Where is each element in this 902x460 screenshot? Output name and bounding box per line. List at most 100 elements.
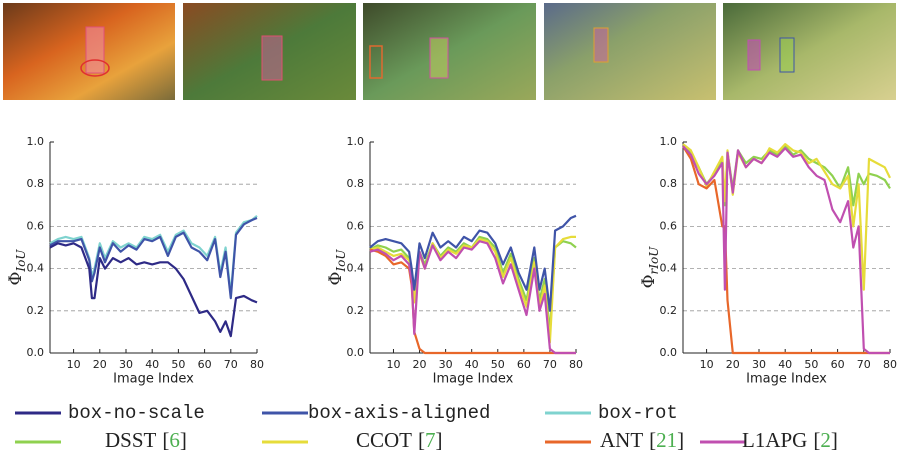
y-tick-label: 0.6 bbox=[347, 219, 365, 232]
tracked-box bbox=[593, 27, 609, 63]
x-tick-label: 60 bbox=[831, 358, 845, 371]
x-tick-label: 40 bbox=[145, 358, 159, 371]
x-tick-label: 70 bbox=[543, 358, 557, 371]
y-tick-label: 0.0 bbox=[660, 346, 678, 359]
tracked-box bbox=[261, 35, 283, 81]
x-tick-label: 70 bbox=[224, 358, 238, 371]
x-tick-label: 40 bbox=[465, 358, 479, 371]
x-tick-label: 10 bbox=[700, 358, 714, 371]
x-tick-label: 30 bbox=[752, 358, 766, 371]
x-tick-label: 20 bbox=[93, 358, 107, 371]
legend-label: ANT [21] bbox=[600, 428, 684, 452]
x-tick-label: 50 bbox=[171, 358, 185, 371]
y-tick-label: 0.8 bbox=[27, 177, 45, 190]
legend-name: box-rot bbox=[598, 402, 678, 424]
series-line bbox=[682, 143, 891, 291]
y-axis-label: ΦIoU bbox=[6, 249, 28, 286]
series-line bbox=[369, 235, 577, 333]
y-axis-subscript: rIoU bbox=[647, 246, 661, 275]
photo bbox=[363, 3, 536, 100]
x-axis-label: Image Index bbox=[113, 372, 194, 387]
x-tick-label: 60 bbox=[198, 358, 212, 371]
x-tick-label: 70 bbox=[857, 358, 871, 371]
legend-cite-open: [ bbox=[418, 428, 425, 452]
series-line bbox=[369, 240, 576, 355]
y-axis-symbol: Φ bbox=[6, 272, 26, 286]
y-tick-label: 0.0 bbox=[347, 346, 365, 359]
y-tick-label: 0.8 bbox=[347, 177, 365, 190]
y-tick-label: 1.0 bbox=[27, 135, 45, 148]
legend-name: L1APG bbox=[742, 428, 807, 452]
y-axis-symbol: Φ bbox=[326, 272, 346, 286]
x-tick-label: 80 bbox=[250, 358, 264, 371]
legend-cite-close: ] bbox=[677, 428, 684, 452]
y-tick-label: 0.2 bbox=[347, 304, 365, 317]
legend-cite-close: ] bbox=[436, 428, 443, 452]
legend-name: box-axis-aligned bbox=[308, 402, 490, 424]
y-tick-label: 0.6 bbox=[27, 219, 45, 232]
series-line bbox=[682, 145, 890, 355]
x-axis-label: Image Index bbox=[746, 372, 827, 387]
legend-cite-close: ] bbox=[831, 428, 838, 452]
y-axis-label: ΦIoU bbox=[326, 249, 348, 286]
series-line bbox=[369, 214, 577, 312]
y-tick-label: 1.0 bbox=[660, 135, 678, 148]
y-tick-label: 0.4 bbox=[27, 262, 45, 275]
y-tick-label: 0.6 bbox=[660, 219, 678, 232]
x-tick-label: 10 bbox=[67, 358, 81, 371]
y-axis-symbol: Φ bbox=[639, 274, 659, 288]
photo bbox=[544, 3, 716, 100]
legend-name: CCOT bbox=[356, 428, 412, 452]
legend-cite-number: 6 bbox=[169, 428, 180, 452]
legend-cite-open: [ bbox=[162, 428, 169, 452]
x-tick-label: 20 bbox=[726, 358, 740, 371]
y-tick-label: 0.8 bbox=[660, 177, 678, 190]
x-tick-label: 30 bbox=[119, 358, 133, 371]
y-axis-label: ΦrIoU bbox=[639, 246, 661, 289]
x-tick-label: 50 bbox=[804, 358, 818, 371]
x-tick-label: 80 bbox=[883, 358, 897, 371]
x-tick-label: 80 bbox=[569, 358, 583, 371]
x-tick-label: 30 bbox=[439, 358, 453, 371]
y-tick-label: 0.2 bbox=[27, 304, 45, 317]
legend-label: box-no-scale bbox=[68, 402, 205, 424]
x-axis-label: Image Index bbox=[433, 372, 514, 387]
x-tick-label: 40 bbox=[778, 358, 792, 371]
series-line bbox=[49, 242, 258, 338]
x-tick-label: 50 bbox=[491, 358, 505, 371]
legend-name: ANT bbox=[600, 428, 643, 452]
tracked-box bbox=[85, 26, 105, 74]
chart: 0.0 0.2 0.4 0.6 0.8 1.0 10 20 30 40 50 60 70 80 Image … bbox=[639, 135, 898, 387]
legend-cite-open: [ bbox=[649, 428, 656, 452]
legend-label: box-axis-aligned bbox=[308, 402, 490, 424]
y-tick-label: 0.2 bbox=[660, 304, 678, 317]
tracked-box bbox=[747, 39, 761, 71]
y-tick-label: 0.4 bbox=[347, 262, 365, 275]
x-tick-label: 20 bbox=[413, 358, 427, 371]
series-line bbox=[369, 235, 576, 344]
legend-label: box-rot bbox=[598, 402, 678, 424]
y-tick-label: 0.0 bbox=[27, 346, 45, 359]
legend-name: box-no-scale bbox=[68, 402, 205, 424]
x-tick-label: 10 bbox=[386, 358, 400, 371]
marker bbox=[80, 59, 110, 77]
legend-cite-number: 2 bbox=[820, 428, 831, 452]
y-tick-label: 1.0 bbox=[347, 135, 365, 148]
series-line bbox=[49, 216, 258, 300]
legend-cite-number: 7 bbox=[425, 428, 436, 452]
chart: 0.0 0.2 0.4 0.6 0.8 1.0 10 20 30 40 50 60 70 80 Image … bbox=[326, 135, 584, 387]
x-tick-label: 60 bbox=[517, 358, 531, 371]
tracked-box bbox=[369, 45, 383, 79]
tracked-box bbox=[429, 37, 449, 79]
legend-cite-number: 21 bbox=[656, 428, 677, 452]
legend-label: DSST [6] bbox=[105, 428, 187, 452]
series-line bbox=[682, 145, 890, 355]
tracked-box bbox=[779, 37, 795, 73]
legend-label: CCOT [7] bbox=[356, 428, 443, 452]
y-axis-subscript: IoU bbox=[334, 249, 348, 273]
legend-cite-close: ] bbox=[180, 428, 187, 452]
photo-strip bbox=[3, 3, 896, 100]
chart: 0.0 0.2 0.4 0.6 0.8 1.0 10 20 30 40 50 60 70 80 Image … bbox=[6, 135, 265, 387]
